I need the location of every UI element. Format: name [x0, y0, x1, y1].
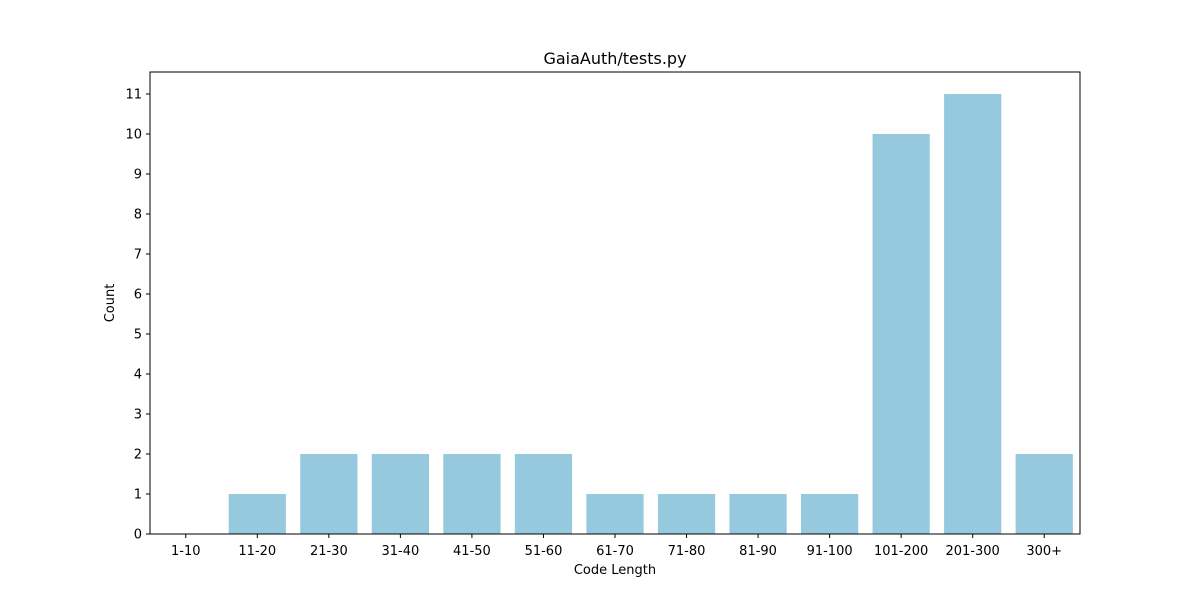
bar-91-100: [801, 494, 859, 534]
bar-41-50: [443, 454, 501, 534]
y-tick-label: 4: [134, 368, 142, 383]
x-tick-label: 101-200: [874, 544, 928, 559]
bar-300+: [1015, 454, 1073, 534]
y-tick-label: 2: [134, 448, 142, 463]
x-axis-ticks: 1-10 11-20 21-30 31-40 41-50 51-60 61-70 71-80 8…: [171, 534, 1062, 559]
x-tick-label: 61-70: [596, 544, 634, 559]
bar-61-70: [586, 494, 644, 534]
x-tick-label: 71-80: [668, 544, 706, 559]
x-tick-label: 201-300: [946, 544, 1000, 559]
x-tick-label: 11-20: [238, 544, 276, 559]
chart-title: GaiaAuth/tests.py: [543, 49, 686, 68]
bar-81-90: [729, 494, 787, 534]
x-tick-label: 91-100: [807, 544, 853, 559]
y-tick-label: 1: [134, 488, 142, 503]
bar-51-60: [514, 454, 573, 534]
y-tick-label: 3: [134, 408, 142, 423]
y-tick-label: 7: [134, 248, 142, 263]
y-tick-label: 0: [134, 528, 142, 543]
x-tick-label: 300+: [1026, 544, 1062, 559]
y-tick-label: 11: [125, 88, 142, 103]
bar-201-300: [944, 94, 1002, 534]
bar-71-80: [657, 494, 716, 534]
bar-11-20: [228, 494, 286, 534]
x-tick-label: 41-50: [453, 544, 491, 559]
y-tick-label: 6: [134, 288, 142, 303]
y-tick-label: 8: [134, 208, 142, 223]
y-tick-label: 5: [134, 328, 142, 343]
x-tick-label: 81-90: [739, 544, 777, 559]
y-axis-label: Count: [103, 284, 118, 323]
bar-21-30: [300, 454, 358, 534]
x-axis-label: Code Length: [574, 563, 656, 578]
y-tick-label: 10: [125, 128, 142, 143]
x-tick-label: 51-60: [525, 544, 563, 559]
x-tick-label: 31-40: [381, 544, 419, 559]
plot-frame: [149, 71, 1081, 535]
y-tick-label: 9: [134, 168, 142, 183]
bars: [228, 94, 1073, 534]
y-axis-ticks: 0 1 2 3 4 5 6 7 8 9 10 11: [125, 88, 150, 543]
x-tick-label: 21-30: [310, 544, 348, 559]
x-tick-label: 1-10: [171, 544, 201, 559]
bar-101-200: [872, 134, 930, 534]
bar-31-40: [371, 454, 429, 534]
